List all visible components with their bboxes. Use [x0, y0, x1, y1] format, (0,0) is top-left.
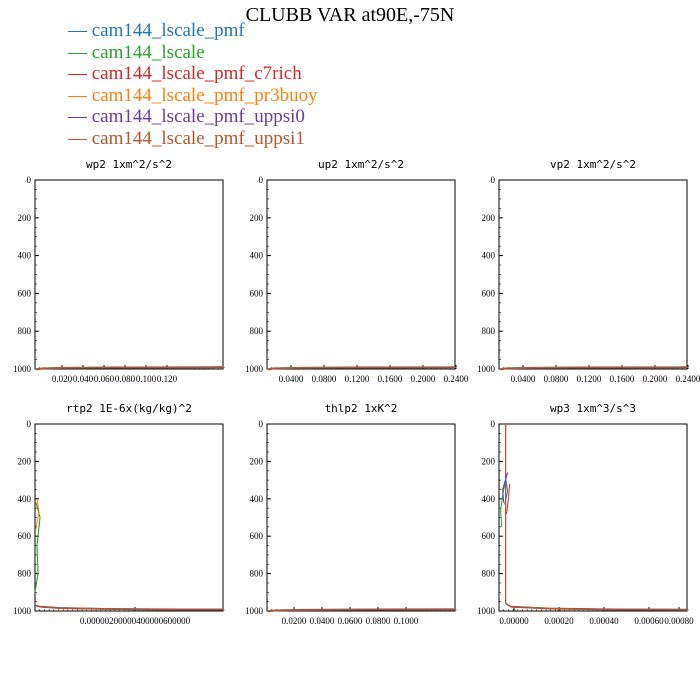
y-tick-label: 0 — [27, 419, 32, 429]
series-wiggle — [506, 483, 511, 514]
x-tick-label: 0.00020 — [544, 616, 574, 626]
panel-title: rtp2 1E-6x(kg/kg)^2 — [66, 402, 192, 415]
x-tick-label: 0.2000 — [411, 374, 436, 384]
y-tick-label: 600 — [18, 531, 32, 541]
series-line — [36, 605, 225, 611]
series-wiggle — [504, 478, 509, 505]
x-tick-label: 0.1000 — [394, 616, 419, 626]
x-tick-label: 0.0600 — [338, 616, 363, 626]
y-tick-label: 200 — [18, 456, 32, 466]
x-tick-label: 0.0200 — [282, 616, 307, 626]
panel-title: thlp2 1xK^2 — [325, 402, 398, 415]
legend-item: — cam144_lscale_pmf_uppsi1 — [68, 127, 305, 149]
y-tick-label: 200 — [482, 213, 496, 223]
plot-frame — [266, 179, 456, 370]
y-tick-label: 600 — [250, 288, 264, 298]
y-tick-label: 800 — [18, 569, 32, 579]
panel-title: vp2 1xm^2/s^2 — [550, 158, 636, 171]
panel-title: wp2 1xm^2/s^2 — [86, 158, 172, 171]
y-tick-label: 200 — [18, 213, 32, 223]
series-line — [268, 366, 457, 371]
y-tick-label: 0 — [491, 175, 496, 185]
chart-title: CLUBB VAR at90E,-75N — [245, 4, 455, 26]
y-tick-label: 1000 — [13, 364, 32, 374]
x-tick-label: 0.00000 — [499, 616, 529, 626]
x-tick-label: 0.0800 — [544, 374, 569, 384]
plot-frame — [266, 423, 456, 612]
y-tick-label: 200 — [482, 456, 496, 466]
y-tick-label: 800 — [482, 326, 496, 336]
series-line — [268, 609, 457, 613]
legend: — cam144_lscale_pmf — cam144_lscale — cam1… — [68, 20, 318, 149]
x-tick-label: 0.2400 — [444, 374, 469, 384]
y-tick-label: 400 — [482, 494, 496, 504]
y-tick-label: 800 — [250, 569, 264, 579]
y-tick-label: 400 — [482, 251, 496, 261]
x-tick-label: 0.1200 — [577, 374, 602, 384]
y-tick-label: 600 — [250, 531, 264, 541]
x-tick-label: 0.00040 — [589, 616, 619, 626]
y-tick-label: 0 — [491, 419, 496, 429]
plot-frame — [34, 423, 224, 612]
y-tick-label: 400 — [250, 251, 264, 261]
plot-frame — [498, 179, 688, 370]
x-tick-label: 0.2400 — [676, 374, 700, 384]
x-tick-label: 0.0800 — [312, 374, 337, 384]
y-tick-label: 0 — [27, 175, 32, 185]
y-tick-label: 200 — [250, 213, 264, 223]
y-tick-label: 800 — [482, 569, 496, 579]
series-line — [506, 603, 689, 611]
y-tick-label: 1000 — [245, 606, 264, 616]
x-tick-label: 0.080 — [115, 374, 136, 384]
y-tick-label: 0 — [259, 175, 264, 185]
x-tick-label: 0.120 — [157, 374, 178, 384]
y-tick-label: 200 — [250, 456, 264, 466]
plot-frame — [498, 423, 688, 612]
plot-frame — [34, 179, 224, 370]
x-tick-label: 0.100 — [136, 374, 157, 384]
y-tick-label: 400 — [18, 251, 32, 261]
x-tick-label: 0.00060 — [634, 616, 664, 626]
x-tick-label: 0.00000200000400000600000 — [80, 616, 191, 626]
legend-item: — cam144_lscale — [68, 41, 205, 63]
y-tick-label: 600 — [482, 288, 496, 298]
x-tick-label: 0.1600 — [610, 374, 635, 384]
series-wiggle — [35, 498, 40, 529]
legend-item: — cam144_lscale_pmf_uppsi0 — [68, 106, 305, 127]
x-tick-label: 0.0400 — [310, 616, 335, 626]
x-tick-label: 0.0400 — [279, 374, 304, 384]
series-wiggle — [500, 480, 507, 527]
y-tick-label: 0 — [259, 419, 264, 429]
legend-item: — cam144_lscale_pmf — [68, 20, 245, 41]
y-tick-label: 800 — [250, 326, 264, 336]
panel-title: wp3 1xm^3/s^3 — [550, 402, 636, 415]
y-tick-label: 400 — [18, 494, 32, 504]
x-tick-label: 0.040 — [73, 374, 94, 384]
y-tick-label: 800 — [18, 326, 32, 336]
x-tick-label: 0.1600 — [378, 374, 403, 384]
series-line — [500, 366, 689, 371]
x-tick-label: 0.1200 — [345, 374, 370, 384]
x-tick-label: 0.0800 — [366, 616, 391, 626]
y-tick-label: 1000 — [477, 606, 496, 616]
series-wiggle — [34, 502, 41, 593]
x-tick-label: 0.060 — [94, 374, 115, 384]
y-tick-label: 1000 — [477, 364, 496, 374]
x-tick-label: 0.00080 — [664, 616, 694, 626]
y-tick-label: 400 — [250, 494, 264, 504]
y-tick-label: 1000 — [13, 606, 32, 616]
y-tick-label: 600 — [482, 531, 496, 541]
x-tick-label: 0.0400 — [511, 374, 536, 384]
y-tick-label: 600 — [18, 288, 32, 298]
legend-item: — cam144_lscale_pmf_pr3buoy — [68, 84, 318, 106]
x-tick-label: 0.020 — [52, 374, 73, 384]
x-tick-label: 0.2000 — [643, 374, 668, 384]
panel-title: up2 1xm^2/s^2 — [318, 158, 404, 171]
y-tick-label: 1000 — [245, 364, 264, 374]
legend-item: — cam144_lscale_pmf_c7rich — [68, 63, 302, 84]
series-line — [36, 366, 225, 371]
